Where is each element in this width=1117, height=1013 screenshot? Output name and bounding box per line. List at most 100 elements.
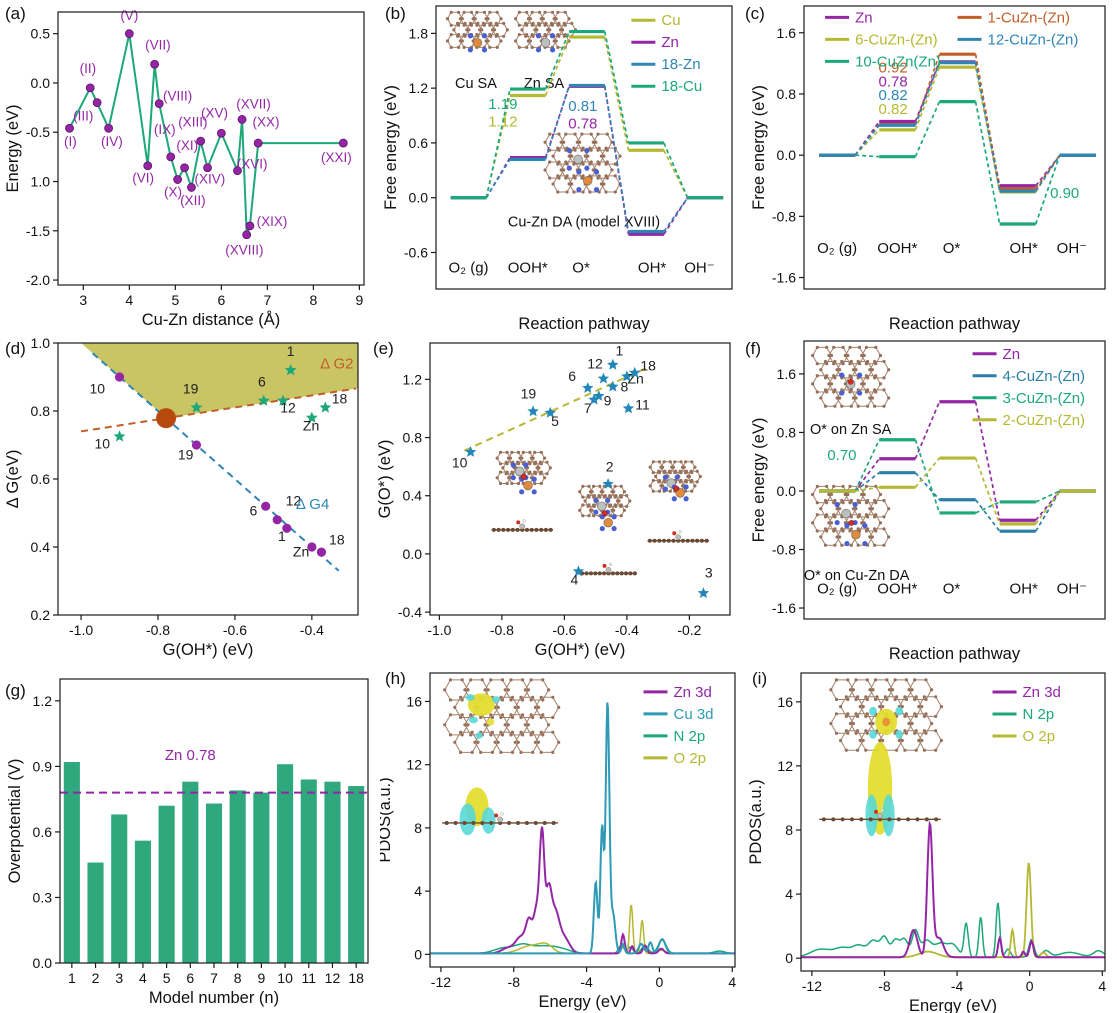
svg-text:-1.6: -1.6 <box>772 600 796 616</box>
svg-text:4: 4 <box>728 974 736 990</box>
svg-text:OH⁻: OH⁻ <box>1057 580 1087 597</box>
svg-text:0.6: 0.6 <box>31 471 51 487</box>
svg-text:(XIII): (XIII) <box>178 114 207 129</box>
svg-text:O₂ (g): O₂ (g) <box>449 260 489 277</box>
svg-text:7: 7 <box>584 400 592 416</box>
svg-text:Free energy (eV): Free energy (eV) <box>382 85 400 210</box>
svg-text:8: 8 <box>620 379 628 395</box>
panel-b: (b) Cu SA Zn SA Cu-Zn DA (model XVIII) O₂ (… <box>380 0 740 335</box>
svg-text:Zn: Zn <box>303 418 319 434</box>
svg-text:19: 19 <box>521 385 537 401</box>
svg-text:Reaction pathway: Reaction pathway <box>889 645 1021 663</box>
panel-d-letter: (d) <box>5 339 26 358</box>
svg-text:-12: -12 <box>802 978 822 994</box>
svg-text:Cu-Zn DA (model XVIII): Cu-Zn DA (model XVIII) <box>508 215 660 231</box>
svg-text:6: 6 <box>568 368 576 384</box>
svg-text:N 2p: N 2p <box>674 728 706 745</box>
panel-h-letter: (h) <box>385 669 406 688</box>
svg-text:12: 12 <box>325 970 341 986</box>
panel-a-letter: (a) <box>5 4 26 23</box>
panel-h: (h) 0 4 8 12 16 -12 -8 -4 0 4 Energy (eV) PDOS(a.u.… <box>380 665 747 1013</box>
svg-text:Zn 3d: Zn 3d <box>674 684 712 701</box>
svg-text:Zn: Zn <box>627 370 643 386</box>
data-layer: O₂ (g) OOH* O* OH* OH⁻ 1.191.12 0.810.78 <box>449 29 724 277</box>
svg-text:-4: -4 <box>951 978 964 994</box>
axes-layer: 0.2 0.4 0.6 0.8 1.0 -1.0 -0.8 -0.6 -0.4 G(OH*) (e… <box>4 335 359 659</box>
svg-text:0.90: 0.90 <box>1050 185 1079 202</box>
svg-text:O*: O* <box>943 240 961 257</box>
svg-text:O* on Cu-Zn DA: O* on Cu-Zn DA <box>804 568 910 584</box>
panel-i: (i) 0 4 8 12 16 -12 -8 -4 0 4 Energy (eV) PDOS(a.u.… <box>747 665 1117 1013</box>
svg-text:8: 8 <box>414 820 422 836</box>
panel-c: (c) O₂ (g) OOH* O* OH* OH⁻ 0.92 0.78 0.82 0.82 0.… <box>740 0 1117 335</box>
svg-text:10: 10 <box>89 380 105 396</box>
svg-text:0.92: 0.92 <box>878 60 907 77</box>
legend-layer: Zn 4-CuZn-(Zn) 3-CuZn-(Zn) 2-CuZn-(Zn) <box>972 346 1086 429</box>
svg-text:7: 7 <box>263 292 271 308</box>
svg-text:1-CuZn-(Zn): 1-CuZn-(Zn) <box>988 9 1071 26</box>
axes-layer: 0.5 0.0 -0.5 1.0 -1.5 -2.0 3 4 5 6 7 8 9 Cu-Zn distan… <box>4 11 365 329</box>
svg-text:10: 10 <box>452 454 468 470</box>
svg-text:1.6: 1.6 <box>777 366 797 382</box>
svg-text:0: 0 <box>785 950 793 966</box>
panel-e: (e) 10 19 5 6 12 1 7 9 8 Zn 18 11 2 4 3 -0.4 0.0 0.4 0.8 1.… <box>368 335 740 665</box>
svg-text:0.4: 0.4 <box>403 488 423 504</box>
svg-text:9: 9 <box>257 970 265 986</box>
svg-text:(I): (I) <box>64 134 77 149</box>
svg-text:(IX): (IX) <box>154 122 176 137</box>
panel-g-letter: (g) <box>5 681 26 700</box>
panel-f: (f) O* on Zn SA O* on Cu-Zn DA O₂ (g) OOH* O… <box>740 335 1117 665</box>
svg-text:4: 4 <box>125 292 133 308</box>
svg-text:-0.6: -0.6 <box>404 244 428 260</box>
svg-text:9: 9 <box>604 393 612 409</box>
svg-text:O*: O* <box>943 580 961 597</box>
svg-text:1.12: 1.12 <box>488 114 517 131</box>
svg-text:8: 8 <box>309 292 317 308</box>
svg-text:(XVII): (XVII) <box>236 97 271 112</box>
panel-d: (d) 10 19 6 12 1 Zn 18 10 19 6 12 1 Zn 18 Δ G2 Δ G4 0.2 0… <box>0 335 368 665</box>
svg-text:OH⁻: OH⁻ <box>1057 240 1087 257</box>
panel-c-letter: (c) <box>745 4 765 23</box>
svg-text:0.0: 0.0 <box>409 190 429 206</box>
svg-text:3: 3 <box>79 292 87 308</box>
svg-text:19: 19 <box>178 446 194 462</box>
legend-layer: Zn 1-CuZn-(Zn) 6-CuZn-(Zn) 12-CuZn-(Zn) 10-C… <box>825 9 1078 70</box>
svg-text:(III): (III) <box>73 108 93 123</box>
svg-text:N 2p: N 2p <box>1023 706 1055 723</box>
svg-text:(X): (X) <box>164 184 182 199</box>
axes-layer: 0 4 8 12 16 -12 -8 -4 0 4 Energy (eV) PDOS(a.u.) <box>747 672 1106 1013</box>
data-layer: O₂ (g) OOH* O* OH* OH⁻ 0.70 <box>817 400 1096 597</box>
svg-text:OOH*: OOH* <box>508 260 548 277</box>
svg-text:2: 2 <box>92 970 100 986</box>
insets-layer: O* on Zn SA O* on Cu-Zn DA <box>804 345 910 584</box>
svg-text:1: 1 <box>278 528 286 544</box>
svg-text:O*: O* <box>572 260 590 277</box>
legend-layer: Zn 3d N 2p O 2p <box>992 684 1061 745</box>
axes-layer: 1.8 1.2 0.6 0.0 -0.6 Reaction pathway Free ene… <box>382 5 733 333</box>
insets-layer <box>491 450 709 576</box>
svg-text:0.6: 0.6 <box>409 135 429 151</box>
svg-text:0.0: 0.0 <box>403 546 423 562</box>
svg-text:Zn: Zn <box>293 544 309 560</box>
svg-text:-0.5: -0.5 <box>26 124 50 140</box>
data-layer: 10 19 6 12 1 Zn 18 10 19 6 12 1 Zn 18 Δ G2 Δ G4 <box>80 343 358 572</box>
insets-layer <box>819 678 943 837</box>
svg-text:1.2: 1.2 <box>409 80 429 96</box>
svg-text:0.8: 0.8 <box>403 430 423 446</box>
svg-text:Δ G4: Δ G4 <box>296 496 329 513</box>
axes-layer: 1.6 0.8 0.0 -0.8 -1.6 Reaction pathway Free en… <box>750 340 1106 663</box>
svg-text:0.78: 0.78 <box>878 73 907 90</box>
svg-text:6-CuZn-(Zn): 6-CuZn-(Zn) <box>855 31 938 48</box>
svg-text:4-CuZn-(Zn): 4-CuZn-(Zn) <box>1003 368 1086 385</box>
svg-text:5: 5 <box>551 413 559 429</box>
svg-text:-0.4: -0.4 <box>300 622 324 638</box>
svg-text:6: 6 <box>217 292 225 308</box>
svg-text:1.0: 1.0 <box>31 174 51 190</box>
panel-a: (a) (I) (II) (III) (IV) (V) (VI) (VII) (VIII) (I… <box>0 0 380 335</box>
data-layer <box>430 702 735 955</box>
svg-text:Δ G(eV): Δ G(eV) <box>4 450 22 509</box>
svg-text:0.3: 0.3 <box>33 889 53 905</box>
